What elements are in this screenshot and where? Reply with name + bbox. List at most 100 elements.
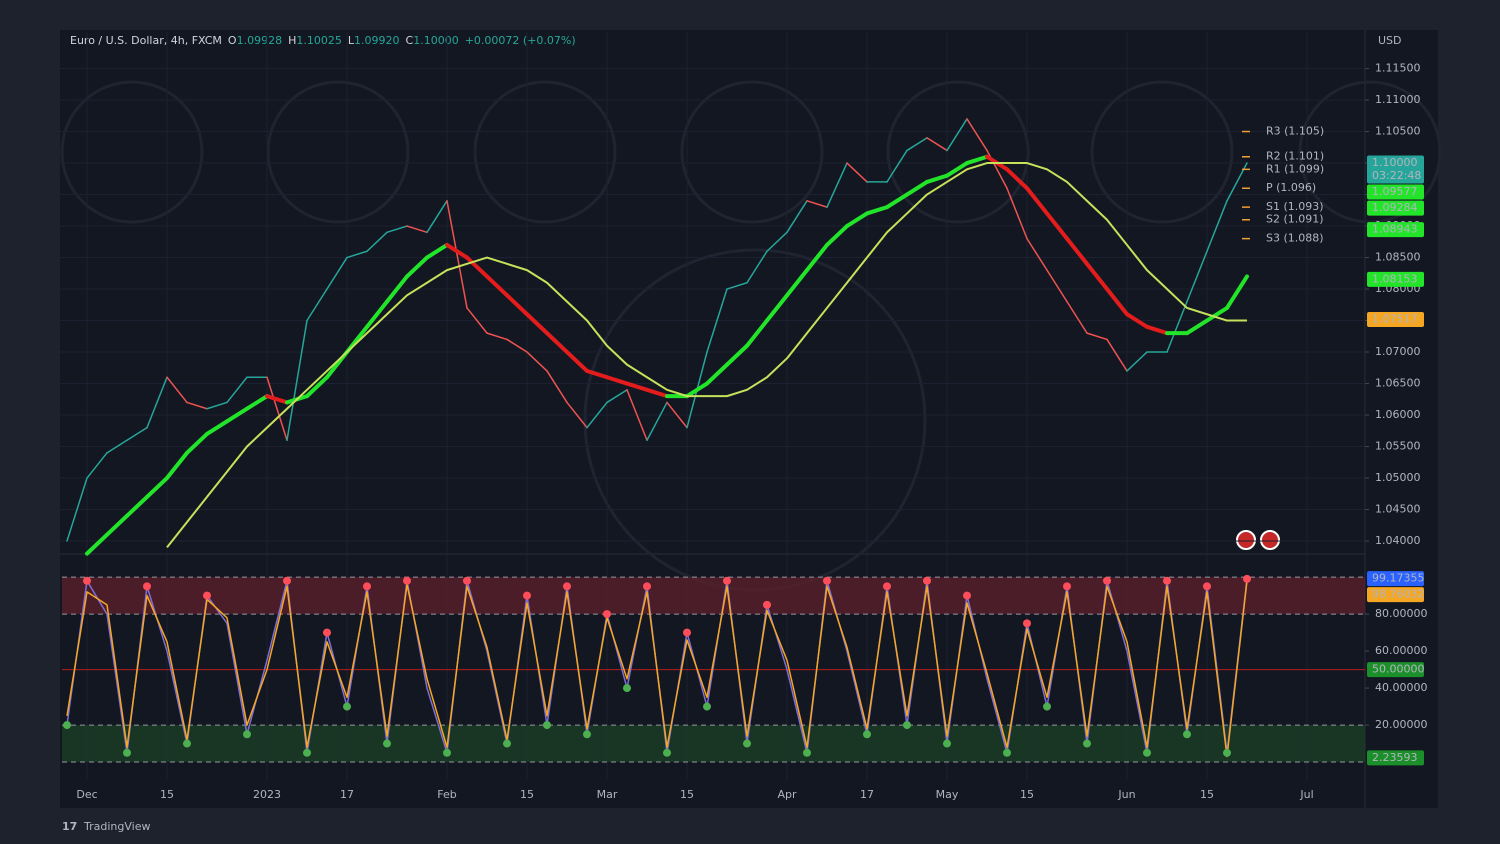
pivot-label: R2 (1.101) <box>1266 150 1324 163</box>
overbought-dot <box>403 576 411 585</box>
series-segment <box>426 200 448 234</box>
series-segment <box>606 389 628 404</box>
x-tick-label: 15 <box>520 788 534 801</box>
series-segment <box>825 224 849 247</box>
pivot-label: S1 (1.093) <box>1266 200 1324 213</box>
series-segment <box>1166 300 1188 353</box>
low-label: L <box>348 34 355 47</box>
series-segment <box>406 225 428 234</box>
series-segment <box>605 375 629 386</box>
pivot-label: S2 (1.091) <box>1266 213 1324 226</box>
series-segment <box>145 476 169 499</box>
series-segment <box>725 343 749 367</box>
band <box>62 577 1365 615</box>
overbought-dot <box>143 582 151 591</box>
high-label: H <box>288 34 296 47</box>
oversold-dot <box>243 730 251 739</box>
series-segment <box>405 255 429 279</box>
overbought-dot <box>763 600 771 609</box>
series-segment <box>146 376 168 429</box>
price-tag-label: 1.07517 <box>1372 312 1418 325</box>
oversold-dot <box>1043 702 1051 711</box>
series-segment <box>1145 324 1169 336</box>
series-segment <box>506 338 528 353</box>
currency: USD <box>1378 34 1402 47</box>
oversold-dot <box>1183 730 1191 739</box>
y-tick-label: 80.00000 <box>1375 607 1428 620</box>
series-segment <box>365 299 389 329</box>
open-label: O <box>228 34 237 47</box>
overbought-dot <box>883 582 891 591</box>
x-tick-label: 15 <box>160 788 174 801</box>
countdown: 03:22:48 <box>1372 169 1421 182</box>
series-segment <box>386 225 408 234</box>
series-segment <box>746 250 768 284</box>
series-segment <box>446 200 468 309</box>
overbought-dot <box>683 628 691 637</box>
y-tick-label: 40.00000 <box>1375 681 1428 694</box>
series-segment <box>1085 261 1109 292</box>
pivot-label: R1 (1.099) <box>1266 162 1324 175</box>
brand: TradingView <box>83 820 150 833</box>
series-segment <box>185 431 209 455</box>
series-segment <box>666 401 688 429</box>
series-segment <box>846 162 868 183</box>
overbought-dot <box>963 591 971 600</box>
overbought-dot <box>523 591 531 600</box>
oversold-dot <box>1083 739 1091 748</box>
oversold-dot <box>1143 748 1151 757</box>
series-segment <box>625 381 649 392</box>
series-segment <box>1126 351 1148 372</box>
series-segment <box>826 162 848 208</box>
x-tick-label: 15 <box>1200 788 1214 801</box>
series-segment <box>225 406 249 424</box>
series-segment <box>1025 186 1049 216</box>
y-tick-label: 1.08500 <box>1375 251 1421 264</box>
overbought-dot <box>643 582 651 591</box>
series-segment <box>206 401 228 410</box>
series-segment <box>346 250 368 259</box>
series-segment <box>785 268 809 298</box>
series-segment <box>105 513 129 537</box>
y-tick-label: 1.05000 <box>1375 471 1421 484</box>
price-tag <box>1367 750 1424 766</box>
price-tag <box>1367 155 1424 184</box>
series-segment <box>1225 274 1249 310</box>
series-segment <box>545 331 569 355</box>
overbought-dot <box>1063 582 1071 591</box>
x-tick-label: 15 <box>680 788 694 801</box>
y-tick-label: 1.04500 <box>1375 503 1421 516</box>
high-value: 1.10025 <box>296 34 342 47</box>
x-tick-label: 17 <box>860 788 874 801</box>
overbought-dot <box>363 582 371 591</box>
series-segment <box>905 179 929 197</box>
price-tag <box>1367 271 1424 287</box>
symbol-header: Euro / U.S. Dollar, 4h, FXCM O1.09928 H1.1… <box>70 34 576 47</box>
series-segment <box>1005 167 1029 191</box>
open-value: 1.09928 <box>237 34 283 47</box>
series-segment <box>926 137 948 152</box>
series-segment <box>486 332 508 341</box>
series-segment <box>305 375 329 399</box>
series-segment <box>945 161 969 178</box>
series-segment <box>1045 211 1069 241</box>
series-segment <box>845 211 869 229</box>
overbought-dot <box>563 582 571 591</box>
event-flags <box>1236 530 1280 550</box>
overbought-dot <box>1163 576 1171 585</box>
brand-logo: 17 <box>62 820 77 833</box>
series-segment <box>925 173 949 184</box>
series-segment <box>645 387 669 399</box>
series-segment <box>786 200 808 234</box>
overbought-dot <box>823 576 831 585</box>
band <box>62 725 1365 763</box>
series-segment <box>66 477 88 542</box>
oversold-dot <box>663 748 671 757</box>
overbought-dot <box>203 591 211 600</box>
overbought-dot <box>923 576 931 585</box>
series-segment <box>705 362 729 386</box>
series-segment <box>885 192 909 210</box>
series-segment <box>706 288 728 353</box>
oversold-dot <box>943 739 951 748</box>
series-segment <box>265 394 289 405</box>
